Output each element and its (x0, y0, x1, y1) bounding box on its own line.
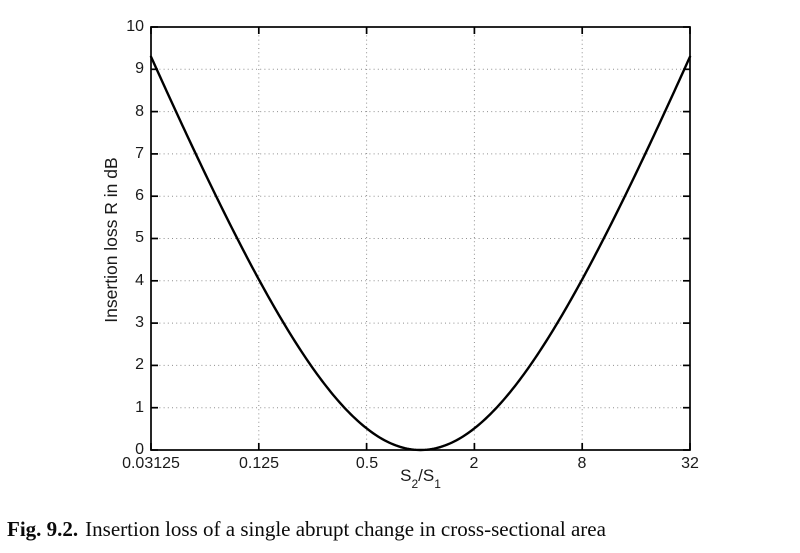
x-axis-label-separator: / (418, 466, 423, 485)
y-tick-label-0: 0 (135, 441, 144, 458)
x-tick-label-2: 0.5 (355, 455, 379, 472)
y-tick-label-10: 10 (126, 18, 144, 35)
x-tick-label-1: 0.125 (238, 455, 280, 472)
y-tick-label-8: 8 (135, 103, 144, 120)
y-tick-label-6: 6 (135, 187, 144, 204)
x-axis-label-sub2: 1 (434, 477, 441, 492)
y-tick-label-4: 4 (135, 272, 144, 289)
x-axis-label-base1: S (400, 466, 412, 485)
y-tick-label-3: 3 (135, 314, 144, 331)
figure-caption: Fig. 9.2. Insertion loss of a single abru… (7, 516, 797, 543)
caption-label: Fig. 9.2. (7, 517, 79, 541)
x-tick-label-0: 0.03125 (122, 455, 180, 472)
caption-text: Insertion loss of a single abrupt change… (85, 517, 606, 541)
y-tick-label-2: 2 (135, 356, 144, 373)
x-axis-label-base2: S (422, 466, 435, 485)
y-tick-label-5: 5 (135, 229, 144, 246)
x-axis-label-sub1: 2 (411, 477, 419, 492)
plot-canvas (149, 26, 692, 452)
x-axis-label: S2/S1 (345, 466, 496, 491)
y-tick-label-1: 1 (135, 399, 144, 416)
y-tick-label-7: 7 (135, 145, 144, 162)
x-tick-label-4: 8 (577, 455, 587, 472)
x-tick-label-5: 32 (681, 455, 699, 472)
y-tick-label-9: 9 (135, 60, 144, 77)
x-tick-label-3: 2 (469, 455, 479, 472)
